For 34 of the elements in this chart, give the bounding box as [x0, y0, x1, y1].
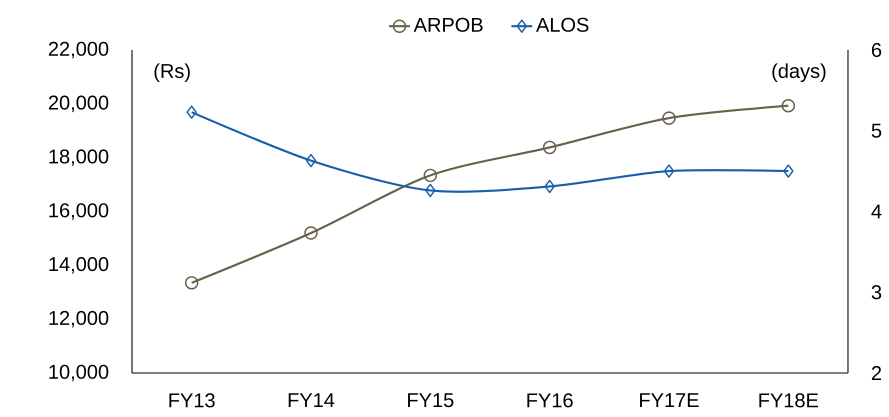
x-tick-label: FY17E — [640, 393, 699, 408]
x-tick-label: FY16 — [527, 393, 573, 408]
y2-tick-label: 6 — [872, 42, 882, 58]
point — [425, 184, 436, 198]
x-tick-label: FY13 — [169, 393, 215, 408]
legend-label: ARPOB — [414, 18, 483, 32]
y-tick-label: 16,000 — [49, 203, 108, 220]
legend-label: ALOS — [536, 18, 588, 32]
y-tick-label: 22,000 — [48, 42, 108, 58]
point — [783, 164, 794, 178]
y2-tick-label: 2 — [872, 366, 882, 380]
y2-tick-label: 4 — [871, 204, 882, 218]
point — [544, 180, 555, 194]
point — [304, 226, 318, 240]
y2-tick-label: 3 — [872, 285, 882, 300]
point — [306, 154, 316, 168]
y-tick-label: 12,000 — [49, 310, 108, 328]
y-tick-label: 14,000 — [49, 257, 108, 274]
y-tick-label: 10,000 — [49, 364, 108, 382]
y-tick-label: 18,000 — [49, 149, 108, 166]
point — [662, 111, 676, 125]
y-tick-label: 20,000 — [48, 96, 108, 112]
point — [184, 276, 198, 290]
y-axis-title: (Rs) — [154, 63, 190, 82]
x-tick-label: FY14 — [288, 393, 334, 408]
y2-tick-label: 5 — [872, 124, 882, 138]
x-tick-label: FY18E — [759, 393, 818, 408]
point — [186, 105, 197, 119]
point — [782, 98, 796, 112]
x-tick-label: FY15 — [408, 393, 454, 408]
point — [664, 164, 674, 178]
point — [424, 168, 438, 182]
y2-axis-title: (days) — [772, 63, 826, 82]
point — [542, 140, 556, 154]
